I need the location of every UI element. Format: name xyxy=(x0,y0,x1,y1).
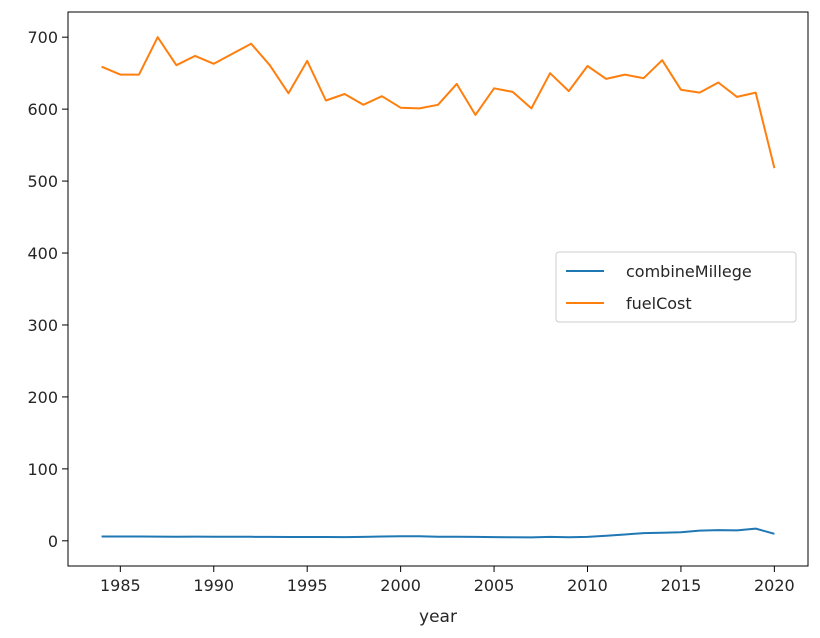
y-tick-label: 400 xyxy=(27,244,58,263)
series-line-combineMillege xyxy=(101,527,775,539)
x-tick-label: 2020 xyxy=(754,576,795,595)
legend: combineMillege fuelCost xyxy=(555,251,797,323)
x-tick-label: 1995 xyxy=(287,576,328,595)
y-axis-ticks: 0 100 200 300 400 500 600 700 xyxy=(27,28,68,551)
y-tick-label: 500 xyxy=(27,172,58,191)
plot-lines xyxy=(101,36,776,539)
y-tick-label: 100 xyxy=(27,460,58,479)
legend-box xyxy=(555,251,797,323)
x-axis-ticks: 1985 1990 1995 2000 2005 2010 2015 2020 xyxy=(100,566,795,595)
legend-label-fuelCost: fuelCost xyxy=(626,294,692,313)
y-tick-label: 0 xyxy=(48,532,58,551)
x-tick-label: 2005 xyxy=(474,576,515,595)
y-tick-label: 300 xyxy=(27,316,58,335)
series-line-fuelCost xyxy=(101,36,776,169)
y-tick-label: 200 xyxy=(27,388,58,407)
plot-frame xyxy=(67,11,809,567)
x-tick-label: 2000 xyxy=(380,576,421,595)
x-tick-label: 2010 xyxy=(567,576,608,595)
x-tick-label: 2015 xyxy=(661,576,702,595)
y-tick-label: 700 xyxy=(27,28,58,47)
legend-label-combineMillege: combineMillege xyxy=(626,262,752,281)
x-axis-label: year xyxy=(419,607,457,627)
x-tick-label: 1985 xyxy=(100,576,141,595)
x-tick-label: 1990 xyxy=(193,576,234,595)
y-tick-label: 600 xyxy=(27,100,58,119)
